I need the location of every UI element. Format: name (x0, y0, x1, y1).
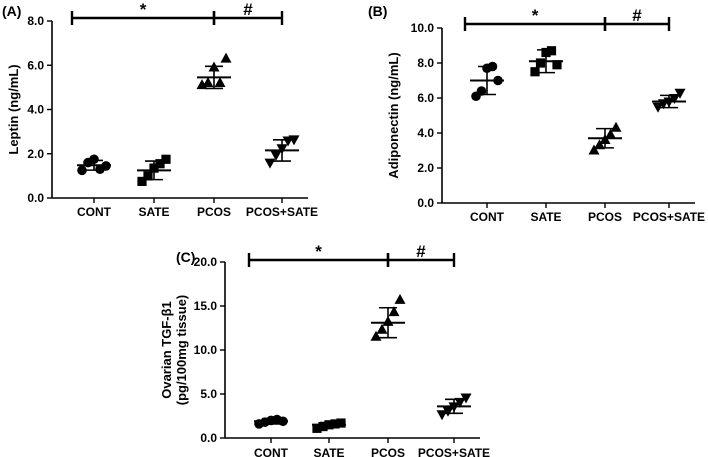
panel-a-leptin: (A) Leptin (ng/mL) 0.0 2.0 4.0 6.0 8.0 CONT SATE… (2, 0, 318, 219)
group-pcos-sate (264, 135, 300, 169)
panel-label: (B) (368, 3, 387, 19)
y-tick-label: 5.0 (200, 387, 217, 401)
group-pcos-sate (436, 393, 472, 421)
significance-symbol: * (140, 0, 147, 19)
y-tick-label: 20.0 (194, 255, 218, 269)
significance-symbol: * (532, 6, 539, 25)
x-tick-label-pcos-sate: PCOS+SATE (246, 205, 318, 219)
x-tick-label-sate: SATE (138, 205, 169, 219)
group-pcos (370, 293, 406, 341)
data-point (214, 76, 226, 87)
data-point (460, 393, 472, 404)
y-axis-label: Adiponectin (ng/mL) (386, 52, 401, 178)
data-point (336, 418, 346, 428)
data-point (442, 406, 454, 417)
y-tick-label: 6.0 (417, 91, 434, 105)
data-point (77, 165, 87, 176)
y-tick-label: 10.0 (411, 21, 435, 35)
data-point (530, 67, 540, 77)
data-point (270, 150, 282, 161)
y-tick-label: 2.0 (27, 147, 44, 161)
x-tick-label-pcos: PCOS (197, 205, 231, 219)
x-tick-label-sate: SATE (313, 446, 344, 457)
y-tick-label: 8.0 (417, 56, 434, 70)
data-point (605, 128, 616, 139)
group-pcos-sate (652, 88, 686, 113)
data-point (202, 76, 214, 87)
data-point (89, 154, 99, 165)
x-tick-label-pcos: PCOS (588, 210, 622, 224)
panel-b-adiponectin: (B) Adiponectin (ng/mL) 0.0 2.0 4.0 6.0 8.0 10.… (368, 3, 705, 224)
data-point (541, 47, 551, 58)
y-axis-label: Leptin (ng/mL) (6, 64, 21, 154)
x-tick-label-pcos-sate: PCOS+SATE (418, 446, 490, 457)
y-tick-label: 0.0 (417, 196, 434, 210)
significance-symbol: * (315, 242, 322, 261)
group-sate (529, 46, 563, 77)
data-point (318, 421, 328, 432)
data-point (143, 171, 153, 181)
data-point (312, 423, 322, 433)
data-point (535, 58, 546, 68)
y-tick-label: 4.0 (417, 126, 434, 140)
data-point (161, 154, 171, 164)
y-tick-label: 0.0 (27, 191, 44, 205)
x-tick-label-pcos: PCOS (371, 446, 405, 457)
panel-label: (C) (176, 249, 195, 265)
y-tick-label: 0.0 (200, 431, 217, 445)
data-point (394, 293, 406, 304)
x-tick-label-pcos-sate: PCOS+SATE (633, 210, 705, 224)
data-point (155, 159, 165, 169)
y-tick-label: 15.0 (194, 299, 218, 313)
data-point (276, 144, 288, 155)
data-point (594, 139, 605, 150)
data-point (652, 102, 664, 113)
data-point (436, 410, 448, 421)
data-point (588, 144, 600, 155)
x-tick-label-sate: SATE (530, 210, 561, 224)
data-point (208, 61, 220, 72)
data-point (669, 94, 680, 104)
group-cont (470, 61, 504, 102)
data-point (487, 61, 498, 72)
y-axis-label: Ovarian TGF-β1 (159, 301, 174, 399)
data-point (454, 397, 466, 408)
data-point (552, 60, 562, 70)
data-point (370, 330, 382, 341)
group-pcos (588, 121, 622, 155)
panel-label: (A) (2, 3, 21, 19)
y-axis-label-units: (pg/100mg tissue) (174, 295, 189, 406)
x-tick-label-cont: CONT (254, 446, 289, 457)
y-tick-label: 8.0 (27, 14, 44, 28)
data-point (264, 158, 276, 169)
data-point (674, 88, 686, 99)
y-tick-label: 4.0 (27, 103, 44, 117)
significance-symbol: # (416, 242, 426, 261)
data-point (288, 135, 300, 146)
group-sate (312, 418, 346, 433)
y-tick-label: 10.0 (194, 343, 218, 357)
data-point (220, 52, 232, 63)
significance-symbol: # (243, 0, 253, 19)
data-point (382, 315, 394, 326)
significance-symbol: # (632, 6, 642, 25)
panel-c-tgf-beta1: (C) Ovarian TGF-β1 (pg/100mg tissue) 0.0 5.0… (159, 242, 490, 457)
x-tick-label-cont: CONT (470, 210, 505, 224)
data-point (388, 306, 400, 317)
data-point (476, 86, 487, 96)
y-tick-label: 6.0 (27, 58, 44, 72)
data-point (610, 121, 622, 132)
data-point (137, 176, 147, 187)
data-point (376, 323, 388, 334)
data-point (149, 163, 159, 173)
y-tick-label: 2.0 (417, 161, 434, 175)
group-cont (254, 414, 288, 429)
group-pcos (196, 52, 232, 90)
group-cont (77, 154, 111, 176)
x-tick-label-cont: CONT (77, 205, 112, 219)
data-point (546, 46, 557, 56)
group-sate (137, 154, 171, 187)
